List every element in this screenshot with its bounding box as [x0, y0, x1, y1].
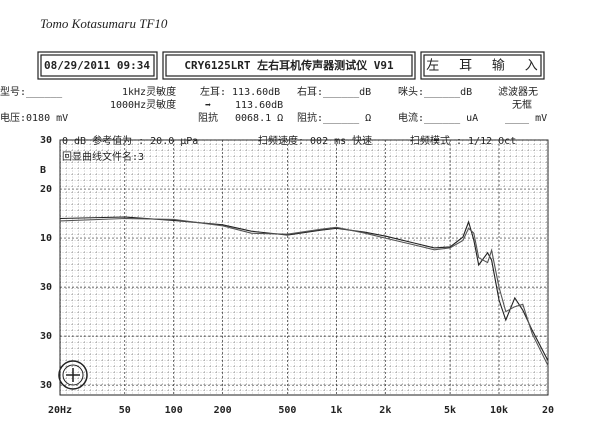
info: 无框 — [512, 98, 532, 111]
title-box — [162, 51, 416, 80]
title: CRY6125LRT 左右耳机传声器测试仪 V91 — [184, 58, 394, 72]
info: 型号:______ — [0, 85, 63, 98]
x-tick-label: 2k — [379, 405, 391, 416]
x-tick-label: 500 — [278, 405, 296, 416]
info: ____ mV — [505, 113, 547, 124]
handwritten-note: Tomo Kotasumaru TF10 — [40, 16, 168, 31]
info: 电压:0180 mV — [0, 111, 68, 124]
x-tick-label: 100 — [165, 405, 183, 416]
datetime: 08/29/2011 09:34 — [44, 59, 150, 72]
datetime-box-inner — [40, 54, 155, 77]
y-tick-label: 30 — [40, 135, 52, 146]
info: 左耳: 113.60dB — [200, 85, 280, 98]
info: 阻抗:______ Ω — [297, 111, 371, 124]
sweep-mode: 扫频模式 : 1/12 Oct — [410, 134, 516, 147]
y-tick-label: 30 — [40, 380, 52, 391]
y-tick-label: 10 — [40, 233, 52, 244]
info: 右耳:______dB — [297, 85, 371, 98]
x-tick-label: 10k — [490, 405, 508, 416]
logo — [58, 360, 88, 390]
mode-box — [420, 51, 545, 80]
info: ➡ — [205, 100, 211, 111]
info: 阻抗 — [198, 111, 218, 124]
response-curve — [59, 216, 549, 361]
info: 113.60dB — [235, 100, 283, 111]
response-curve — [59, 217, 549, 366]
x-tick-label: 50 — [119, 405, 131, 416]
x-tick-label: 1k — [330, 405, 342, 416]
info: 1000Hz灵敏度 — [110, 98, 176, 111]
x-tick-label: 5k — [444, 405, 456, 416]
file-name: 回显曲线文件名:3 — [62, 150, 144, 163]
x-tick-label: 200 — [214, 405, 232, 416]
sweep-speed: 扫频速度: 002 ms 快速 — [258, 134, 372, 147]
info: 0068.1 Ω — [235, 113, 283, 124]
reference: 0 dB 参考值为 : 20.0 μPa — [62, 134, 198, 147]
info: 1kHz灵敏度 — [122, 85, 176, 98]
info: 电流:______ uA — [398, 111, 478, 124]
y-axis-label: B — [40, 165, 46, 176]
info: 滤波器无 — [498, 85, 538, 98]
mode-box-inner — [423, 54, 542, 77]
y-tick-label: 30 — [40, 282, 52, 293]
y-tick-label: 30 — [40, 331, 52, 342]
title-box-inner — [165, 54, 413, 77]
datetime-box — [37, 51, 158, 80]
x-tick-label: 20 — [542, 405, 554, 416]
info: 咪头:______dB — [398, 86, 472, 98]
y-tick-label: 20 — [40, 184, 52, 195]
mode: 左 耳 输 入 — [426, 58, 543, 74]
plot-area — [59, 139, 549, 396]
x-tick-label: 20Hz — [48, 405, 72, 416]
